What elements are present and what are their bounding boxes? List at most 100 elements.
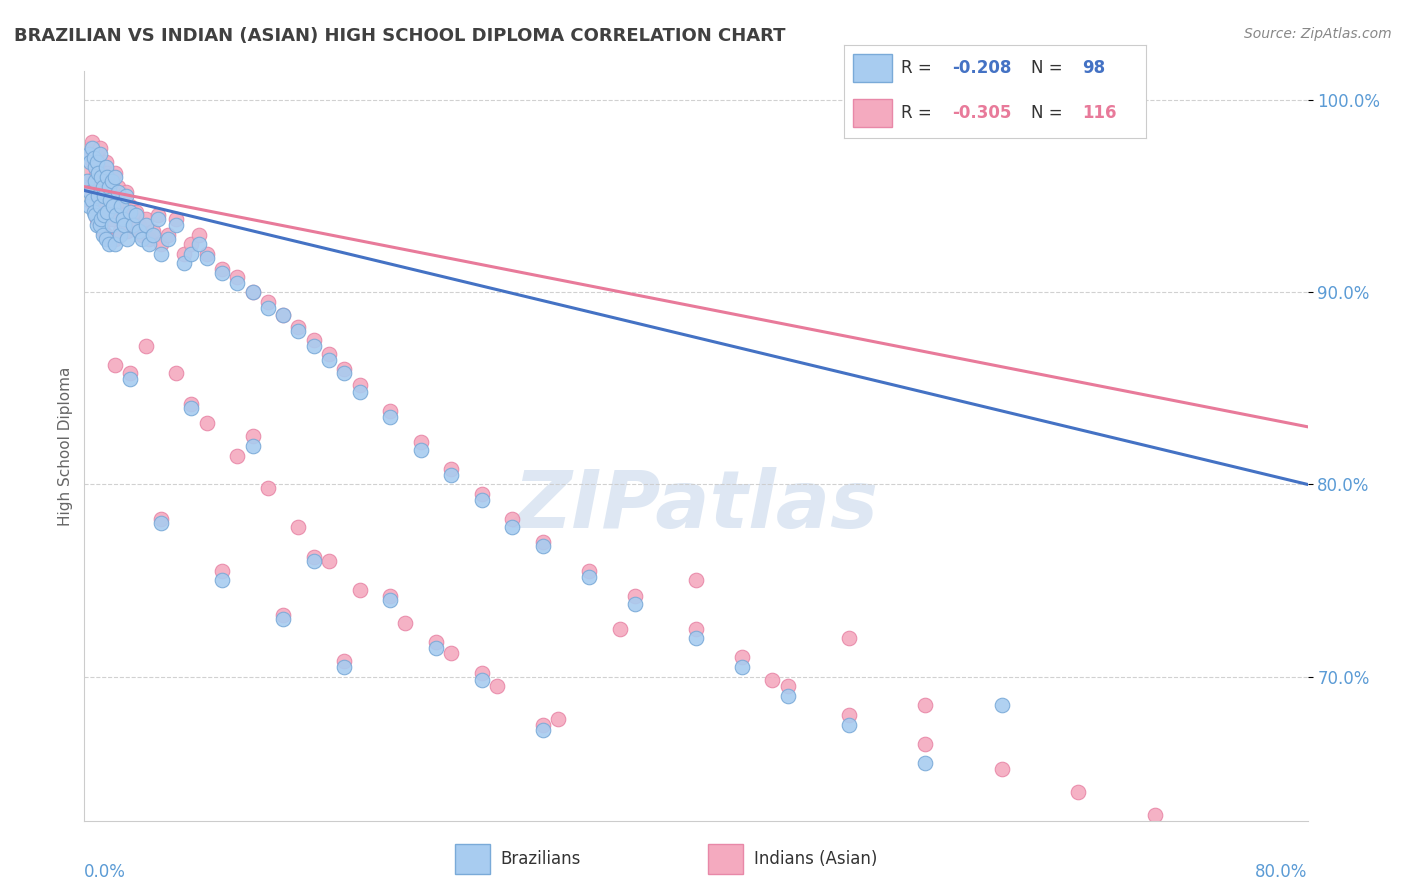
Point (120, 199, 142, 213)
Point (94, 231, 117, 245)
Point (425, 640, 447, 655)
Point (409, 442, 432, 457)
Text: 116: 116 (1083, 104, 1116, 122)
Point (84, 209, 107, 223)
Point (101, 169, 124, 184)
Point (502, 512, 524, 526)
Point (195, 251, 218, 265)
Point (302, 554, 325, 568)
Point (91, 227, 114, 242)
Point (96, 169, 118, 184)
Point (531, 535, 554, 549)
Point (333, 660, 356, 674)
Point (318, 554, 340, 568)
Point (211, 266, 233, 280)
Point (80, 141, 103, 155)
Point (165, 212, 187, 227)
Point (380, 410, 402, 425)
Point (624, 589, 647, 603)
Point (120, 204, 142, 219)
Point (142, 227, 165, 242)
Point (195, 247, 218, 261)
Point (271, 309, 294, 323)
Point (97, 231, 120, 245)
Point (318, 352, 340, 367)
Point (83, 151, 105, 165)
Point (105, 204, 128, 219)
Point (135, 218, 157, 232)
Point (685, 574, 707, 588)
Point (94, 227, 117, 242)
Point (89, 199, 111, 213)
Point (86, 154, 108, 169)
Point (77, 147, 100, 161)
Text: 98: 98 (1083, 59, 1105, 77)
Text: 80.0%: 80.0% (1256, 863, 1308, 881)
Point (531, 717, 554, 731)
Point (89, 141, 111, 155)
Point (103, 199, 125, 213)
Point (76, 166, 98, 180)
Point (90, 169, 112, 184)
FancyBboxPatch shape (709, 845, 744, 874)
Point (409, 435, 432, 450)
Point (80, 136, 103, 150)
Point (135, 339, 157, 353)
Point (125, 204, 148, 219)
Point (211, 262, 233, 277)
Point (138, 237, 160, 252)
Point (98, 193, 121, 207)
Point (128, 224, 150, 238)
Point (103, 193, 125, 207)
Point (226, 276, 249, 290)
Point (87, 161, 110, 175)
Point (93, 209, 115, 223)
Point (84, 161, 107, 175)
Point (87, 189, 110, 203)
Point (142, 224, 165, 238)
Point (578, 569, 600, 583)
Point (86, 147, 108, 161)
Point (471, 487, 494, 501)
Text: Indians (Asian): Indians (Asian) (754, 850, 877, 868)
Point (188, 237, 211, 252)
Point (157, 227, 180, 242)
Point (104, 231, 127, 245)
Point (111, 209, 134, 223)
Point (991, 698, 1014, 713)
Point (79, 179, 101, 194)
Point (112, 193, 135, 207)
Point (104, 166, 127, 180)
Point (114, 186, 136, 200)
FancyBboxPatch shape (852, 99, 891, 127)
Point (90, 166, 112, 180)
Point (349, 385, 371, 400)
Point (440, 467, 463, 482)
Point (120, 372, 142, 386)
Point (211, 564, 233, 578)
Text: R =: R = (901, 59, 932, 77)
Point (138, 231, 160, 245)
Point (104, 169, 127, 184)
Point (108, 227, 131, 242)
Point (257, 301, 280, 315)
Point (97, 179, 120, 194)
Point (80, 193, 103, 207)
Point (685, 631, 707, 645)
Point (302, 550, 325, 565)
Point (440, 462, 463, 476)
Point (502, 519, 524, 533)
Point (120, 366, 142, 380)
Point (149, 516, 172, 530)
Point (838, 631, 860, 645)
Point (333, 366, 356, 380)
FancyBboxPatch shape (456, 845, 491, 874)
Point (146, 209, 169, 223)
Point (110, 199, 132, 213)
Point (98, 189, 121, 203)
Point (83, 199, 105, 213)
Point (80, 189, 103, 203)
Point (165, 218, 187, 232)
Point (287, 519, 309, 533)
Point (128, 218, 150, 232)
